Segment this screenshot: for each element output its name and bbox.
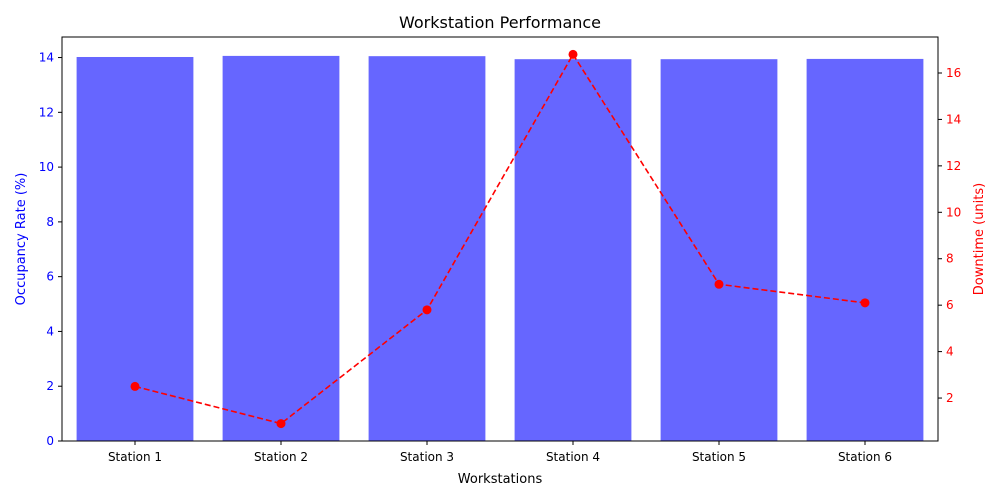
bars-layer <box>76 55 924 442</box>
chart-title: Workstation Performance <box>399 13 601 32</box>
downtime-point-5 <box>714 279 724 289</box>
y-right-tick-label: 6 <box>946 298 954 312</box>
x-tick-label: Station 1 <box>108 450 162 464</box>
x-tick-label: Station 4 <box>546 450 600 464</box>
downtime-point-3 <box>422 305 432 315</box>
y-axis-left-label: Occupancy Rate (%) <box>14 173 29 306</box>
downtime-point-2 <box>276 419 286 429</box>
bar-1 <box>76 56 194 442</box>
y-right-tick-label: 14 <box>946 112 961 126</box>
y-left-tick-label: 14 <box>39 51 54 65</box>
y-left-tick-label: 4 <box>46 324 54 338</box>
y-left-tick-label: 2 <box>46 379 54 393</box>
line-layer <box>130 49 870 429</box>
downtime-point-6 <box>860 298 870 308</box>
downtime-line <box>134 52 866 425</box>
bar-6 <box>806 58 924 441</box>
y-axis-right-label: Downtime (units) <box>972 183 987 295</box>
y-left-tick-label: 8 <box>46 215 54 229</box>
downtime-point-4 <box>568 49 578 59</box>
bar-2 <box>222 55 340 441</box>
y-left-tick-label: 10 <box>39 160 54 174</box>
x-tick-label: Station 2 <box>254 450 308 464</box>
x-tick-label: Station 5 <box>692 450 746 464</box>
axes-layer: 0 2 4 6 8 10 12 14 2 4 6 8 10 12 14 16 Station 1 Station … <box>39 36 961 464</box>
y-right-tick-label: 10 <box>946 205 961 219</box>
y-right-tick-label: 12 <box>946 159 961 173</box>
x-axis-label: Workstations <box>458 472 543 487</box>
x-tick-label: Station 6 <box>838 450 892 464</box>
y-left-tick-label: 0 <box>46 434 54 448</box>
bar-5 <box>660 59 778 442</box>
bar-4 <box>514 59 632 442</box>
y-left-tick-label: 12 <box>39 105 54 119</box>
x-tick-label: Station 3 <box>400 450 454 464</box>
y-right-tick-label: 2 <box>946 391 954 405</box>
downtime-point-1 <box>130 381 140 391</box>
bar-3 <box>368 56 486 441</box>
labels-layer: Workstation Performance Workstations Occ… <box>14 13 987 487</box>
y-right-tick-label: 16 <box>946 66 961 80</box>
y-right-tick-label: 4 <box>946 345 954 359</box>
y-left-tick-label: 6 <box>46 270 54 284</box>
y-right-tick-label: 8 <box>946 252 954 266</box>
plot-frame <box>61 36 939 442</box>
